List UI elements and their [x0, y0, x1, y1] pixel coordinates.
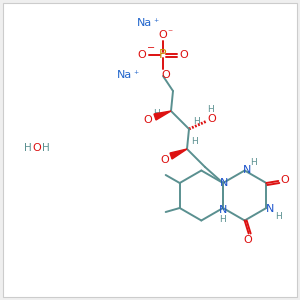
- Polygon shape: [170, 149, 187, 159]
- Text: H: H: [42, 143, 50, 153]
- Text: O: O: [138, 50, 146, 60]
- Text: −: −: [147, 43, 155, 53]
- Text: H: H: [208, 106, 214, 115]
- Polygon shape: [154, 111, 171, 120]
- Text: O: O: [180, 50, 188, 60]
- Text: O: O: [208, 114, 216, 124]
- Text: O: O: [144, 115, 152, 125]
- Text: N: N: [220, 178, 228, 188]
- Text: N: N: [266, 204, 275, 214]
- Text: H: H: [250, 158, 257, 167]
- Text: N: N: [242, 164, 251, 175]
- Text: P: P: [159, 49, 167, 62]
- Text: ⁺: ⁺: [134, 70, 139, 80]
- Text: H: H: [154, 109, 160, 118]
- Text: Na: Na: [117, 70, 133, 80]
- Text: O: O: [162, 70, 170, 80]
- Text: H: H: [193, 116, 200, 125]
- Text: Na: Na: [137, 18, 153, 28]
- Text: ⁺: ⁺: [153, 18, 159, 28]
- Text: ⁻: ⁻: [167, 28, 172, 38]
- Text: O: O: [33, 143, 41, 153]
- FancyBboxPatch shape: [3, 3, 297, 297]
- Text: O: O: [280, 175, 289, 185]
- Text: O: O: [159, 30, 167, 40]
- Text: O: O: [243, 235, 252, 244]
- Text: O: O: [160, 155, 169, 165]
- Text: H: H: [219, 214, 225, 224]
- Text: H: H: [275, 212, 282, 220]
- Text: H: H: [191, 137, 198, 146]
- Text: H: H: [24, 143, 32, 153]
- Text: N: N: [219, 205, 227, 215]
